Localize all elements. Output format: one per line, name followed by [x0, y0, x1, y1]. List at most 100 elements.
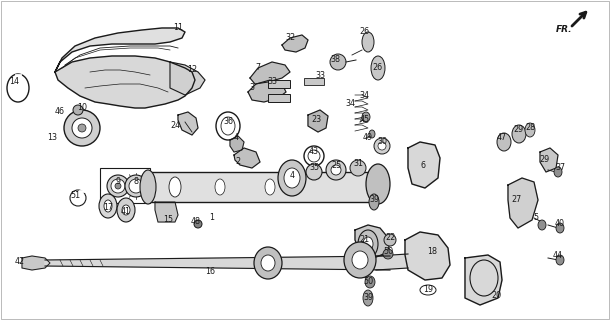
Ellipse shape [73, 105, 83, 115]
Ellipse shape [104, 200, 112, 212]
Text: 42: 42 [15, 258, 25, 267]
Text: 32: 32 [285, 34, 295, 43]
Text: 29: 29 [513, 125, 523, 134]
Text: 31: 31 [353, 159, 363, 169]
Polygon shape [55, 28, 185, 72]
Text: 30: 30 [377, 138, 387, 147]
Polygon shape [250, 62, 290, 84]
Text: 44: 44 [553, 252, 563, 260]
Text: 27: 27 [511, 196, 521, 204]
Bar [304, 78, 324, 85]
Ellipse shape [129, 179, 143, 193]
Text: 35: 35 [309, 164, 319, 172]
Ellipse shape [265, 179, 275, 195]
Bar [148, 172, 380, 202]
Ellipse shape [366, 164, 390, 204]
Bar [268, 94, 290, 102]
Text: 13: 13 [47, 133, 57, 142]
Text: 20: 20 [491, 292, 501, 300]
Polygon shape [308, 110, 328, 132]
Polygon shape [465, 255, 502, 305]
Ellipse shape [194, 220, 202, 228]
Ellipse shape [107, 175, 129, 197]
Polygon shape [508, 178, 538, 228]
Text: 24: 24 [170, 122, 180, 131]
Ellipse shape [169, 177, 181, 197]
Text: 21: 21 [359, 236, 369, 244]
Ellipse shape [363, 237, 373, 251]
Polygon shape [355, 225, 390, 258]
Ellipse shape [363, 290, 373, 306]
Ellipse shape [365, 276, 375, 288]
Ellipse shape [362, 112, 370, 122]
Polygon shape [282, 35, 308, 52]
Text: 2: 2 [235, 157, 240, 166]
Ellipse shape [254, 247, 282, 279]
Polygon shape [45, 256, 390, 270]
Text: 17: 17 [103, 204, 113, 212]
Ellipse shape [78, 124, 86, 132]
Ellipse shape [371, 56, 385, 80]
Ellipse shape [122, 205, 130, 215]
Polygon shape [22, 256, 50, 270]
Polygon shape [408, 142, 440, 188]
Ellipse shape [383, 249, 393, 259]
Ellipse shape [497, 133, 511, 151]
Ellipse shape [556, 223, 564, 233]
Polygon shape [248, 80, 286, 102]
Text: 33: 33 [267, 77, 277, 86]
Text: 41: 41 [121, 207, 131, 217]
Ellipse shape [369, 194, 379, 210]
Text: 16: 16 [205, 268, 215, 276]
Ellipse shape [125, 175, 147, 197]
Text: 3: 3 [249, 84, 254, 92]
Text: 26: 26 [359, 28, 369, 36]
Text: 6: 6 [420, 162, 426, 171]
Text: 39: 39 [363, 293, 373, 302]
Ellipse shape [350, 160, 366, 176]
Ellipse shape [64, 110, 100, 146]
Polygon shape [540, 148, 558, 172]
Polygon shape [55, 56, 195, 108]
Polygon shape [234, 148, 260, 168]
Ellipse shape [378, 142, 386, 150]
Ellipse shape [306, 164, 322, 180]
Text: 46: 46 [55, 108, 65, 116]
Polygon shape [155, 202, 178, 222]
Ellipse shape [352, 251, 368, 269]
Text: 19: 19 [423, 285, 433, 294]
Text: 39: 39 [369, 196, 379, 204]
Text: 38: 38 [330, 55, 340, 65]
Ellipse shape [278, 160, 306, 196]
Text: 47: 47 [497, 133, 507, 142]
Text: 18: 18 [427, 247, 437, 257]
Text: 7: 7 [256, 63, 260, 73]
Text: FR.: FR. [556, 25, 573, 34]
Text: 45: 45 [360, 116, 370, 124]
Polygon shape [230, 136, 244, 152]
Text: 43: 43 [309, 148, 319, 156]
Text: 48: 48 [191, 218, 201, 227]
Ellipse shape [261, 255, 275, 271]
Ellipse shape [362, 32, 374, 52]
Text: 23: 23 [311, 116, 321, 124]
Ellipse shape [331, 165, 341, 175]
Ellipse shape [72, 118, 92, 138]
Text: 37: 37 [555, 164, 565, 172]
Ellipse shape [117, 198, 135, 222]
Text: 28: 28 [525, 124, 535, 132]
Text: 34: 34 [359, 92, 369, 100]
Text: 14: 14 [9, 77, 19, 86]
Polygon shape [376, 254, 408, 270]
Text: 26: 26 [372, 63, 382, 73]
Text: 15: 15 [163, 215, 173, 225]
Polygon shape [170, 62, 205, 95]
Ellipse shape [369, 130, 375, 138]
Text: 4: 4 [290, 172, 295, 180]
Text: 33: 33 [315, 71, 325, 81]
Text: 12: 12 [187, 66, 197, 75]
Ellipse shape [284, 168, 300, 188]
Text: 49: 49 [363, 133, 373, 142]
Ellipse shape [344, 242, 376, 278]
Text: 4: 4 [234, 133, 239, 142]
